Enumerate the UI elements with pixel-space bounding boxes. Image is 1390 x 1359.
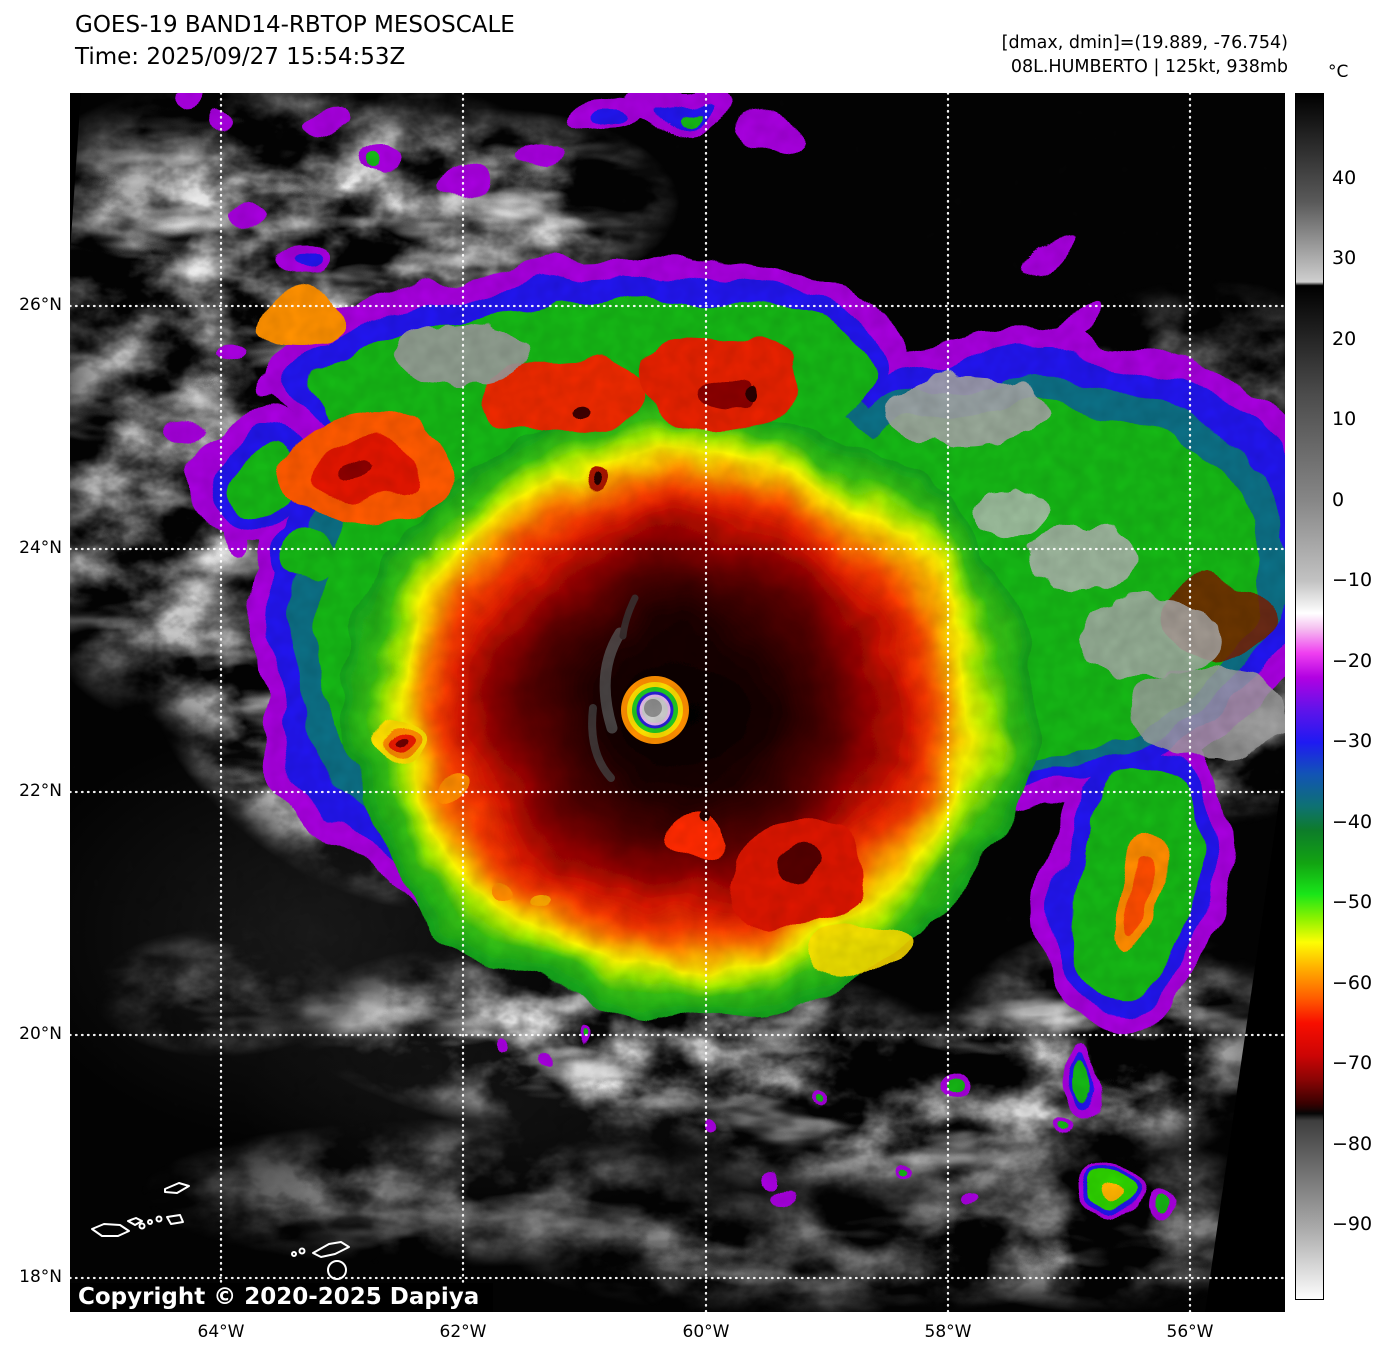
- colorbar-tick: 20: [1332, 328, 1357, 350]
- lat-label: 18°N: [19, 1267, 62, 1287]
- colorbar-tick: 40: [1332, 167, 1357, 189]
- colorbar-tick: −30: [1332, 730, 1373, 752]
- lat-label: 20°N: [19, 1024, 62, 1044]
- lon-label: 60°W: [682, 1322, 730, 1342]
- graticule-gridlines: [70, 93, 1285, 1312]
- no-data-wedge-top-left: [70, 93, 81, 253]
- lat-label: 24°N: [19, 538, 62, 558]
- colorbar-tick: −90: [1332, 1213, 1373, 1235]
- temperature-colorbar: [1295, 93, 1324, 1300]
- storm-info-label: 08L.HUMBERTO | 125kt, 938mb: [1010, 57, 1288, 77]
- colorbar-unit-label: °C: [1328, 62, 1349, 82]
- colorbar-tick: −60: [1332, 972, 1373, 994]
- lat-label: 26°N: [19, 295, 62, 315]
- page-title: GOES-19 BAND14-RBTOP MESOSCALE: [75, 12, 515, 38]
- timestamp-label: Time: 2025/09/27 15:54:53Z: [75, 44, 406, 70]
- island-outlines: [91, 1182, 350, 1280]
- no-data-wedge-right: [1205, 760, 1285, 1312]
- colorbar-tick: −70: [1332, 1052, 1373, 1074]
- image-noise-texture: [70, 93, 1285, 1312]
- lat-label: 22°N: [19, 781, 62, 801]
- lon-label: 62°W: [439, 1322, 487, 1342]
- colorbar-tick: −20: [1332, 650, 1373, 672]
- satellite-map: [70, 93, 1285, 1312]
- colorbar-tick: −10: [1332, 569, 1373, 591]
- dmax-dmin-label: [dmax, dmin]=(19.889, -76.754): [1001, 33, 1288, 53]
- copyright-watermark: Copyright © 2020-2025 Dapiya: [70, 1283, 494, 1312]
- colorbar-tick: −80: [1332, 1133, 1373, 1155]
- colorbar-tick: −40: [1332, 811, 1373, 833]
- colorbar-tick: 10: [1332, 408, 1357, 430]
- lon-label: 58°W: [924, 1322, 972, 1342]
- colorbar-tick: 0: [1332, 489, 1345, 511]
- lon-label: 56°W: [1166, 1322, 1214, 1342]
- colorbar-tick: −50: [1332, 891, 1373, 913]
- lon-label: 64°W: [197, 1322, 245, 1342]
- colorbar-tick: 30: [1332, 247, 1357, 269]
